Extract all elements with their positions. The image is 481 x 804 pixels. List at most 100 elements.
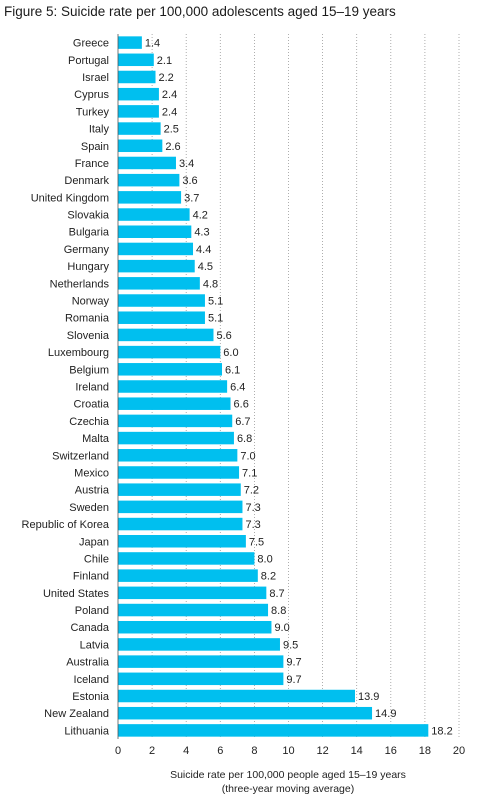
category-label-greece: Greece — [73, 38, 109, 50]
value-label-latvia: 9.5 — [283, 639, 298, 651]
x-tick-label-18: 18 — [419, 745, 431, 757]
value-label-slovakia: 4.2 — [193, 210, 208, 222]
bar-lithuania — [118, 724, 429, 737]
bar-cyprus — [118, 87, 159, 101]
value-label-greece: 1.4 — [145, 38, 160, 50]
bar-belgium — [118, 363, 223, 376]
value-label-czechia: 6.7 — [235, 416, 250, 428]
x-tick-label-0: 0 — [115, 745, 121, 757]
value-label-romania: 5.1 — [208, 313, 223, 325]
bar-canada — [118, 620, 272, 634]
category-label-austria: Austria — [75, 485, 110, 497]
value-label-luxembourg: 6.0 — [223, 347, 238, 359]
value-label-united-kingdom: 3.7 — [184, 192, 199, 204]
category-label-estonia: Estonia — [72, 691, 110, 703]
value-label-spain: 2.6 — [165, 141, 180, 153]
bar-turkey — [118, 105, 159, 118]
bars-group: Greece 1.4 Portugal 2.1 Israel 2.2 Cyprus 2.4 Tu… — [22, 36, 453, 737]
category-label-slovenia: Slovenia — [67, 330, 110, 342]
x-tick-label-8: 8 — [251, 745, 257, 757]
bar-new-zealand — [118, 706, 373, 720]
bar-chile — [118, 552, 255, 565]
x-tick-label-4: 4 — [183, 745, 189, 757]
category-label-slovakia: Slovakia — [67, 210, 109, 222]
bar-italy — [118, 122, 161, 135]
value-label-austria: 7.2 — [244, 485, 259, 497]
bar-greece — [118, 36, 142, 49]
category-label-bulgaria: Bulgaria — [69, 227, 110, 239]
bar-france — [118, 156, 176, 170]
x-tick-label-6: 6 — [217, 745, 223, 757]
bar-estonia — [118, 689, 355, 703]
category-label-united-kingdom: United Kingdom — [31, 192, 109, 204]
bar-poland — [118, 603, 269, 617]
value-label-united-states: 8.7 — [269, 588, 284, 600]
chart-title: Figure 5: Suicide rate per 100,000 adole… — [4, 4, 396, 19]
value-label-denmark: 3.6 — [182, 175, 197, 187]
category-label-australia: Australia — [66, 657, 110, 669]
value-label-ireland: 6.4 — [230, 382, 245, 394]
category-label-latvia: Latvia — [80, 639, 110, 651]
category-label-chile: Chile — [84, 553, 109, 565]
category-label-finland: Finland — [73, 571, 109, 583]
bar-sweden — [118, 500, 243, 514]
value-label-mexico: 7.1 — [242, 467, 257, 479]
bar-malta — [118, 431, 234, 445]
bar-norway — [118, 294, 205, 307]
bar-spain — [118, 139, 163, 153]
bar-croatia — [118, 397, 231, 410]
x-axis-label: Suicide rate per 100,000 people aged 15–… — [170, 769, 406, 781]
bar-iceland — [118, 672, 284, 686]
bar-romania — [118, 311, 205, 324]
value-label-finland: 8.2 — [261, 571, 276, 583]
value-label-chile: 8.0 — [257, 553, 272, 565]
category-label-turkey: Turkey — [76, 106, 110, 118]
value-label-france: 3.4 — [179, 158, 194, 170]
value-label-republic-of-korea: 7.3 — [245, 519, 260, 531]
value-label-netherlands: 4.8 — [203, 278, 218, 290]
bar-japan — [118, 535, 246, 548]
x-tick-label-2: 2 — [149, 745, 155, 757]
category-label-spain: Spain — [81, 141, 109, 153]
category-label-netherlands: Netherlands — [50, 278, 110, 290]
bar-finland — [118, 569, 258, 582]
value-label-malta: 6.8 — [237, 433, 252, 445]
category-label-sweden: Sweden — [69, 502, 109, 514]
value-label-australia: 9.7 — [286, 657, 301, 669]
value-label-iceland: 9.7 — [286, 674, 301, 686]
bar-switzerland — [118, 449, 238, 462]
value-label-norway: 5.1 — [208, 296, 223, 308]
bar-mexico — [118, 466, 240, 479]
value-label-slovenia: 5.6 — [216, 330, 231, 342]
bar-hungary — [118, 259, 195, 273]
category-label-france: France — [75, 158, 109, 170]
bar-czechia — [118, 414, 233, 428]
bar-ireland — [118, 380, 228, 393]
value-label-new-zealand: 14.9 — [375, 708, 396, 720]
bar-united-kingdom — [118, 191, 182, 204]
bar-luxembourg — [118, 345, 221, 359]
bar-netherlands — [118, 277, 200, 290]
bar-slovakia — [118, 208, 190, 221]
value-label-canada: 9.0 — [274, 622, 289, 634]
category-label-republic-of-korea: Republic of Korea — [22, 519, 110, 531]
category-label-mexico: Mexico — [74, 467, 109, 479]
category-label-united-states: United States — [43, 588, 110, 600]
value-label-sweden: 7.3 — [245, 502, 260, 514]
x-axis: 0 2 4 6 8 10 12 14 16 18 20 — [115, 34, 465, 757]
value-label-belgium: 6.1 — [225, 364, 240, 376]
category-label-czechia: Czechia — [69, 416, 110, 428]
category-label-iceland: Iceland — [74, 674, 109, 686]
category-label-luxembourg: Luxembourg — [48, 347, 109, 359]
category-label-switzerland: Switzerland — [52, 450, 109, 462]
bar-republic-of-korea — [118, 517, 243, 531]
x-axis-note: (three-year moving average) — [222, 783, 354, 795]
value-label-poland: 8.8 — [271, 605, 286, 617]
bar-austria — [118, 483, 241, 496]
value-label-hungary: 4.5 — [198, 261, 213, 273]
category-label-norway: Norway — [72, 296, 110, 308]
bar-united-states — [118, 586, 267, 600]
bar-bulgaria — [118, 225, 192, 238]
category-label-cyprus: Cyprus — [74, 89, 109, 101]
category-label-ireland: Ireland — [75, 382, 109, 394]
